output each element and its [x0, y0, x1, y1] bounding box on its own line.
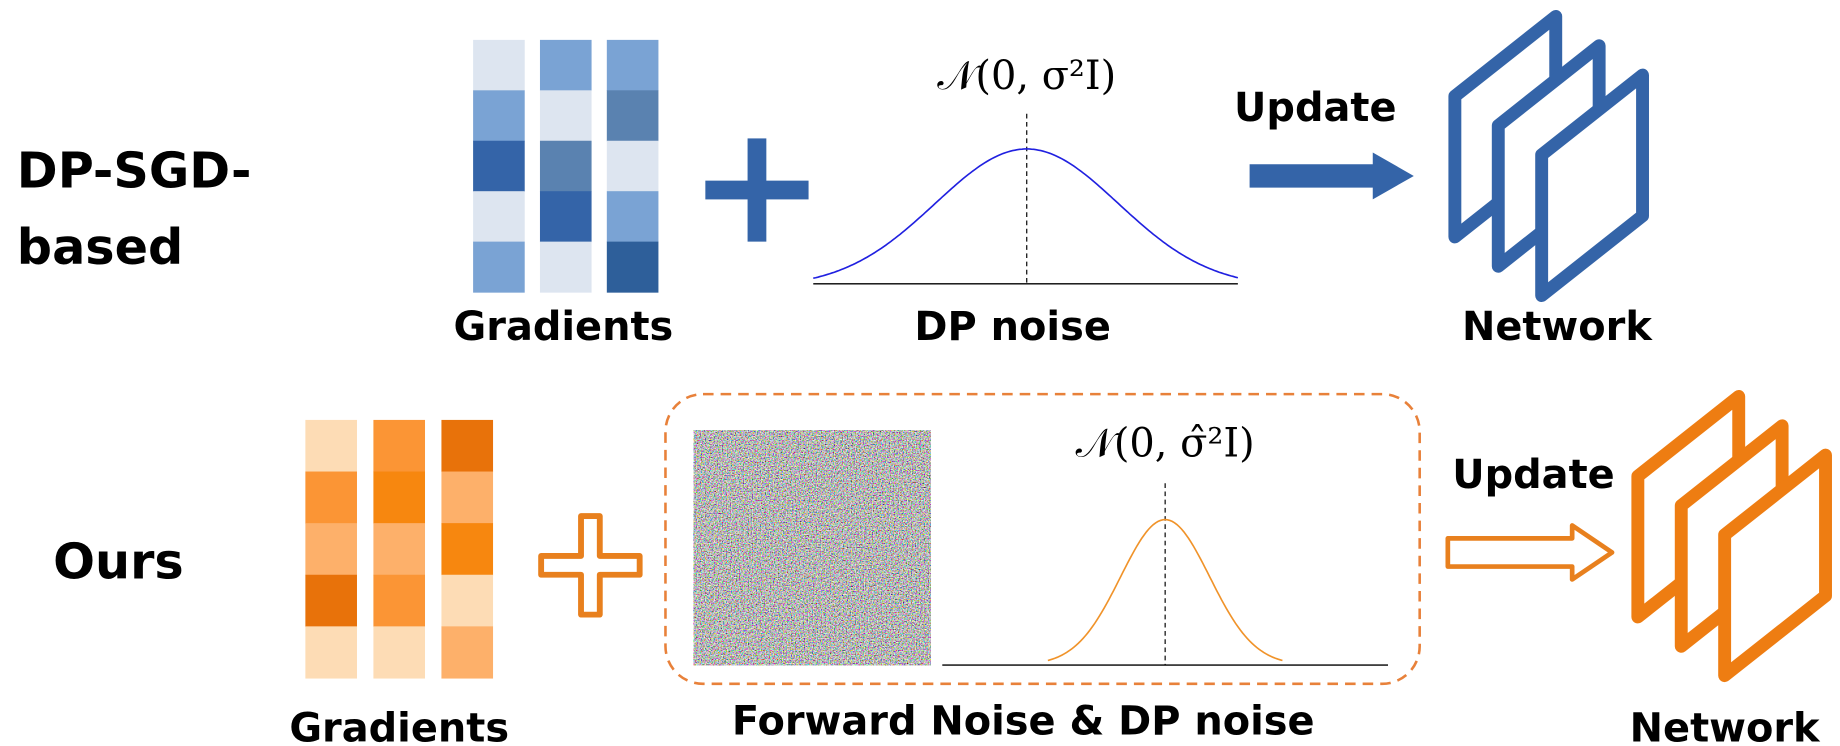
diagram: DP-SGD- based 𝒩(0, σ²I) Gradients DP noi… [0, 0, 1840, 746]
gradient-cell [305, 523, 357, 575]
gradient-cell [607, 242, 659, 293]
gradient-cell [540, 90, 592, 141]
gradient-cell [473, 40, 525, 91]
gradient-cell [441, 575, 493, 627]
gradient-cell [540, 40, 592, 91]
gradient-cell [305, 420, 357, 472]
gradient-cell [540, 191, 592, 242]
formula: 𝒩(0, σ²I) [937, 53, 1116, 99]
gradient-cell [373, 472, 425, 524]
gradient-cell [441, 420, 493, 472]
gradient-cell [540, 242, 592, 293]
gradient-cell [473, 191, 525, 242]
update-arrow [1448, 525, 1612, 579]
gradient-cell [540, 141, 592, 192]
gradients-label: Gradients [289, 705, 509, 746]
gradient-cell [305, 575, 357, 627]
gradients-label: Gradients [454, 304, 674, 350]
forward-noise-image [694, 430, 931, 665]
gradient-cell [473, 90, 525, 141]
update-label: Update [1452, 452, 1614, 498]
formula: 𝒩(0, σ̂²I) [1076, 420, 1255, 466]
gradient-cell [607, 191, 659, 242]
gaussian-curve [813, 149, 1238, 278]
gradient-cell [607, 141, 659, 192]
gradient-cell [607, 40, 659, 91]
plus-blue [705, 138, 808, 241]
gradient-cell [441, 472, 493, 524]
gradient-cell [473, 141, 525, 192]
gradient-cell [607, 90, 659, 141]
gradient-cell [305, 472, 357, 524]
update-arrow [1250, 152, 1414, 199]
network-label: Network [1462, 304, 1653, 350]
gradient-cell [373, 420, 425, 472]
update-label: Update [1234, 85, 1396, 131]
network-label: Network [1630, 705, 1821, 746]
network-icon [1455, 16, 1643, 295]
gradient-cell [373, 626, 425, 678]
gradient-cell [305, 626, 357, 678]
gradient-cell [373, 575, 425, 627]
gradients-blue [473, 40, 658, 293]
noise-label: DP noise [914, 304, 1110, 350]
gradient-cell [473, 242, 525, 293]
gradient-cell [373, 523, 425, 575]
noise-label: Forward Noise & DP noise [732, 698, 1315, 744]
gradient-cell [441, 626, 493, 678]
gradient-cell [441, 523, 493, 575]
plus-orange [541, 516, 640, 615]
row-label: DP-SGD- [17, 142, 252, 200]
gradients-orange [305, 420, 493, 679]
row-label: based [17, 218, 183, 276]
row-label: Ours [53, 532, 184, 590]
network-icon [1638, 396, 1826, 675]
